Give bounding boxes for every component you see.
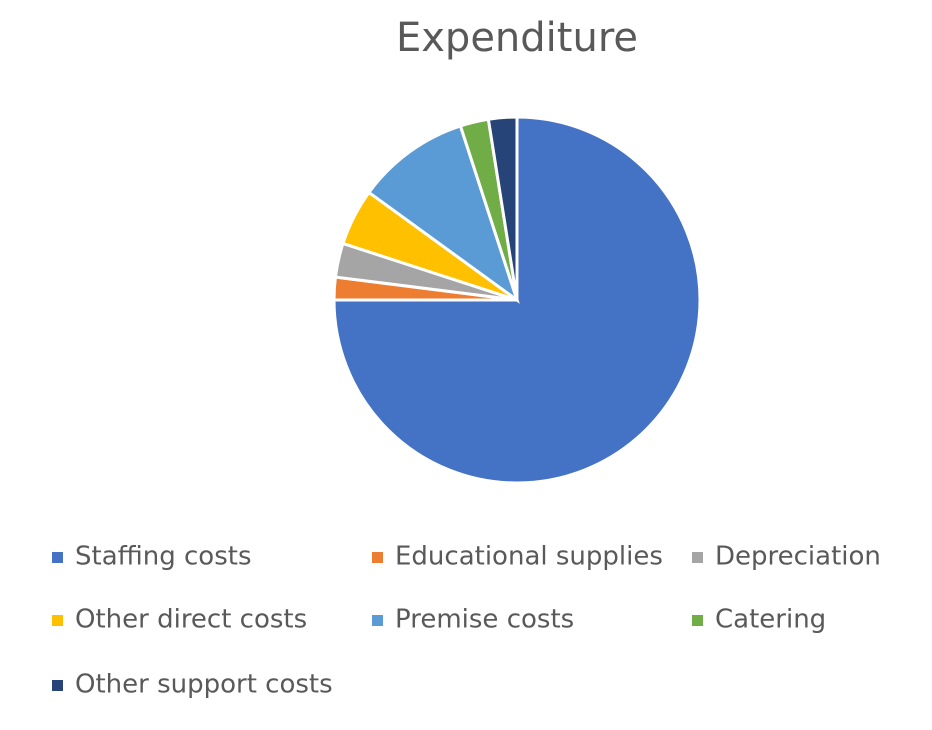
- legend-label: Other support costs: [75, 670, 333, 700]
- legend-label: Staffing costs: [75, 542, 252, 572]
- pie-slice: [486, 115, 519, 301]
- legend-swatch: [52, 552, 63, 563]
- legend-swatch: [372, 552, 383, 563]
- legend-swatch: [52, 680, 63, 691]
- legend-swatch: [692, 552, 703, 563]
- legend-label: Educational supplies: [395, 542, 663, 572]
- legend-label: Catering: [715, 605, 826, 635]
- legend-swatch: [372, 615, 383, 626]
- legend-label: Other direct costs: [75, 605, 307, 635]
- legend-label: Premise costs: [395, 605, 574, 635]
- chart-title: Expenditure: [396, 15, 638, 61]
- pie-slice: [366, 124, 520, 304]
- pie-slice: [332, 115, 702, 485]
- legend-swatch: [52, 615, 63, 626]
- legend-label: Depreciation: [715, 542, 881, 572]
- legend-swatch: [692, 615, 703, 626]
